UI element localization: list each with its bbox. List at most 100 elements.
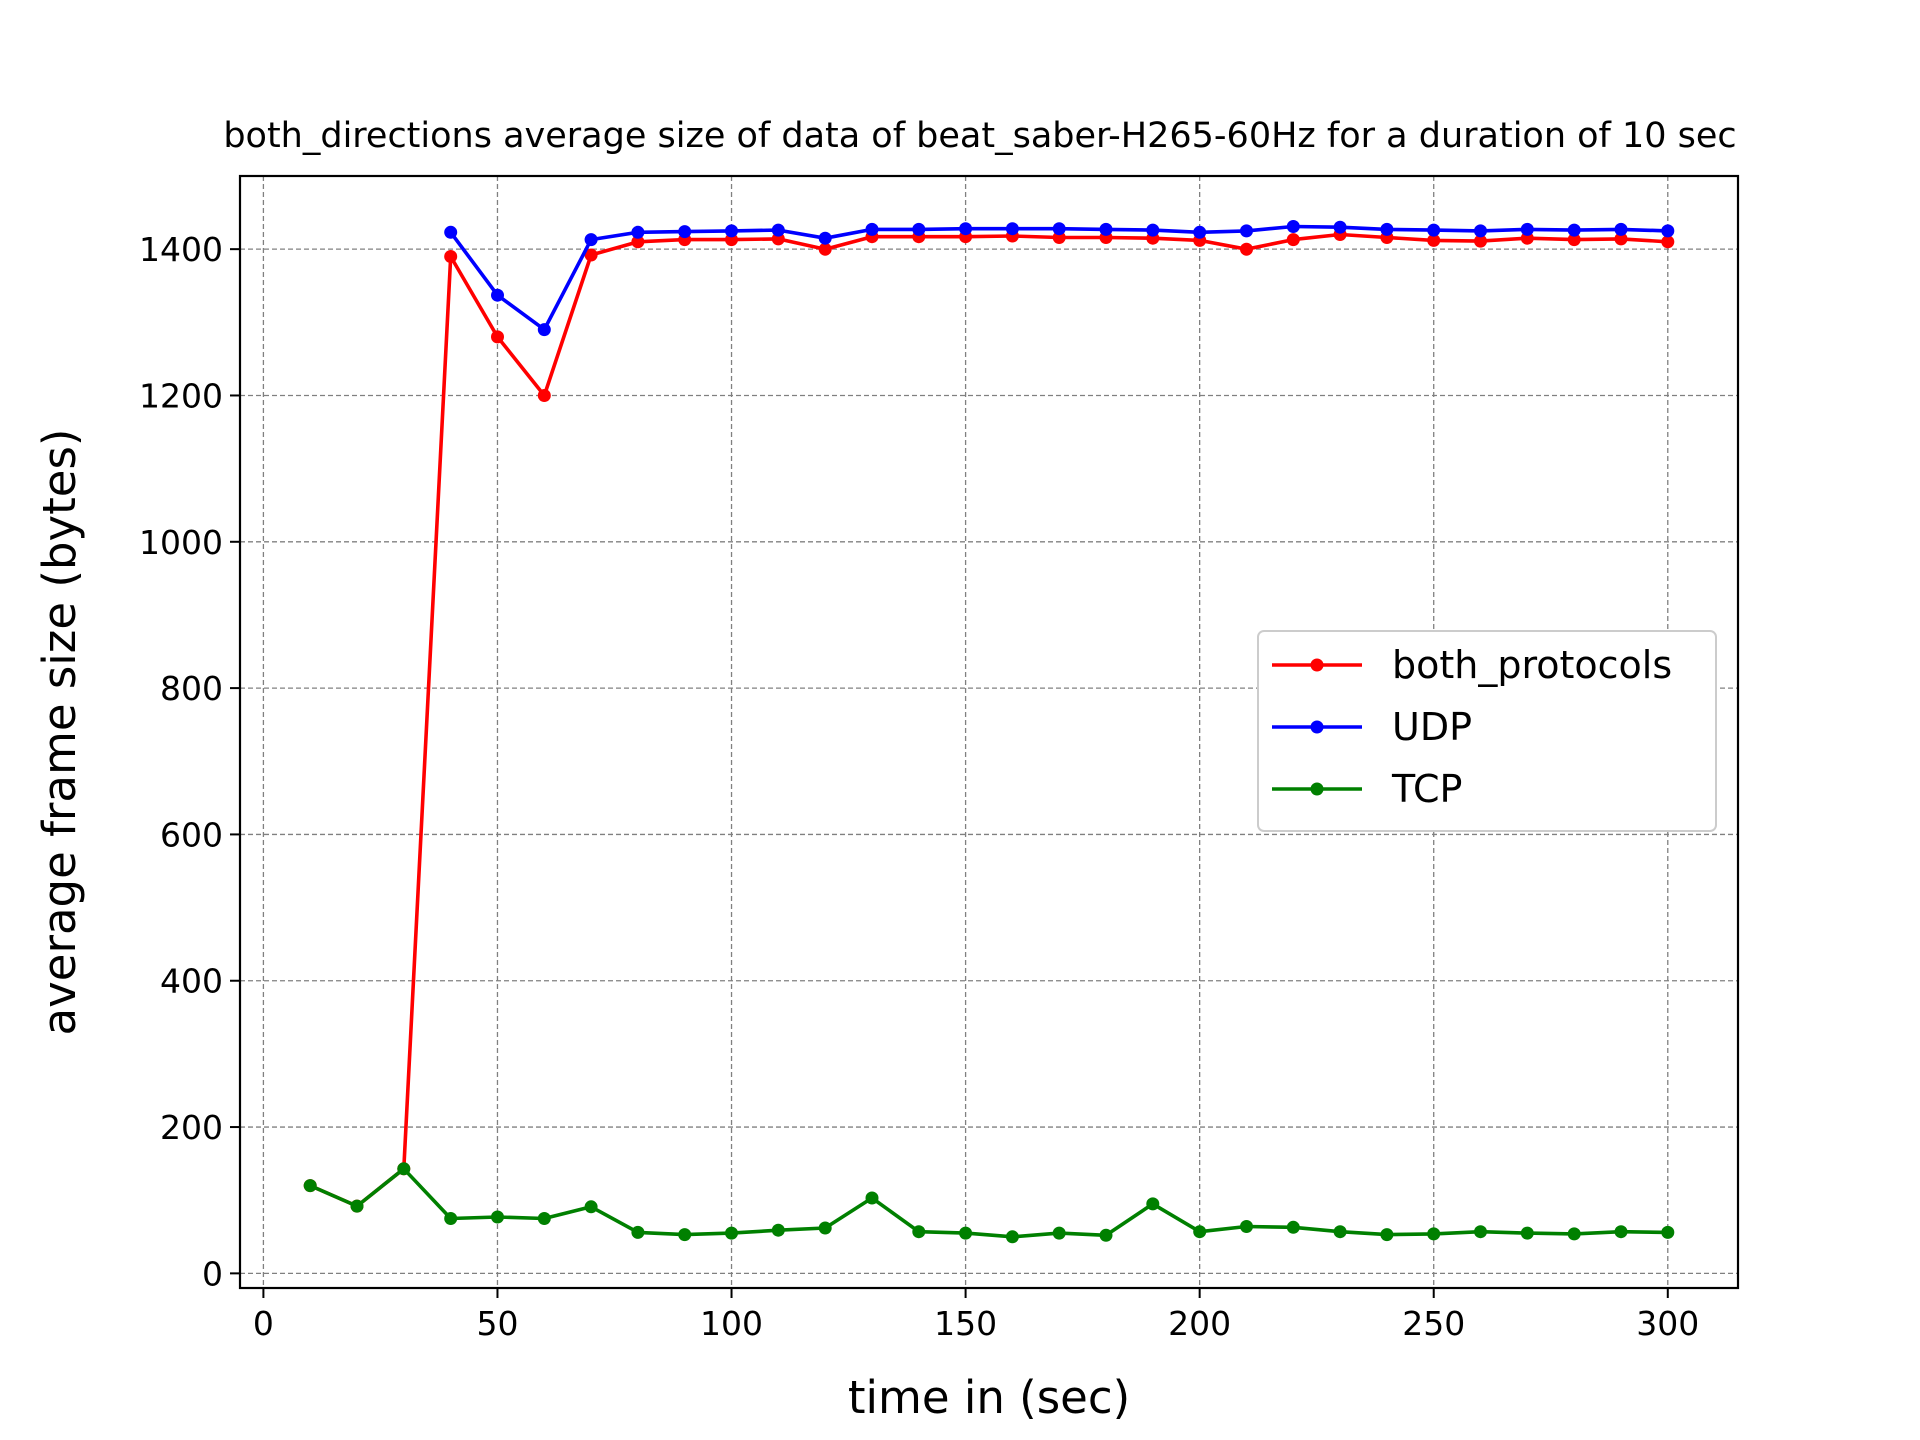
data-point-udp <box>1380 222 1394 236</box>
data-point-both-protocols <box>1286 233 1300 247</box>
legend-marker <box>1310 658 1324 672</box>
data-point-udp <box>818 231 832 245</box>
data-point-both-protocols <box>1614 232 1628 246</box>
data-point-udp <box>491 288 504 302</box>
y-tick-label: 1200 <box>139 376 223 415</box>
data-point-tcp <box>1380 1228 1394 1242</box>
x-tick-label: 50 <box>476 1304 518 1343</box>
legend-item-tcp: TCP <box>1272 767 1462 811</box>
data-point-udp <box>1661 224 1675 238</box>
data-point-tcp <box>1520 1226 1534 1240</box>
data-point-tcp <box>1661 1225 1675 1239</box>
legend-box <box>1257 630 1717 832</box>
data-point-tcp <box>1614 1225 1628 1239</box>
data-point-udp <box>678 225 692 239</box>
data-point-tcp <box>491 1210 504 1224</box>
data-point-udp <box>1052 222 1066 236</box>
data-point-udp <box>912 222 926 236</box>
chart-title: both_directions average size of data of … <box>223 116 1736 156</box>
data-point-tcp <box>818 1221 832 1235</box>
y-tick-label: 800 <box>160 669 223 708</box>
data-point-tcp <box>959 1226 973 1240</box>
data-point-udp <box>537 323 551 337</box>
data-point-tcp <box>537 1212 551 1225</box>
data-point-tcp <box>303 1179 317 1193</box>
legend: both_protocols UDP TCP <box>1257 630 1717 832</box>
data-point-udp <box>1099 222 1113 236</box>
data-point-udp <box>1614 222 1628 236</box>
data-point-tcp <box>912 1225 926 1239</box>
data-point-tcp <box>350 1199 364 1213</box>
data-point-both-protocols <box>1427 233 1441 247</box>
data-point-udp <box>631 225 645 239</box>
x-tick-label: 250 <box>1402 1304 1465 1343</box>
data-point-both-protocols <box>584 248 598 262</box>
series-tcp <box>303 1162 1675 1244</box>
data-point-tcp <box>1333 1225 1347 1239</box>
data-point-both-protocols <box>1240 242 1253 256</box>
data-point-tcp <box>678 1228 692 1242</box>
legend-items: both_protocols UDP TCP <box>1272 643 1672 811</box>
legend-label: TCP <box>1391 767 1462 811</box>
x-tick-label: 150 <box>934 1304 997 1343</box>
y-tick-label: 600 <box>160 815 223 854</box>
x-tick-label: 300 <box>1636 1304 1699 1343</box>
legend-marker <box>1310 782 1324 796</box>
data-point-both-protocols <box>818 242 832 256</box>
legend-marker <box>1310 720 1324 734</box>
data-point-udp <box>1005 222 1019 236</box>
axis-ticks: 0 50 100 150 200 250 300 0 200 400 600 800 1000 1200 1… <box>139 230 1699 1343</box>
legend-item-udp: UDP <box>1272 705 1472 749</box>
data-point-both-protocols <box>537 389 551 402</box>
data-point-udp <box>584 233 598 247</box>
data-point-both-protocols <box>1661 235 1675 249</box>
plot-frame <box>238 174 1740 1290</box>
y-tick-label: 0 <box>202 1254 223 1293</box>
series-line-tcp <box>309 1167 1668 1239</box>
data-point-tcp <box>444 1212 458 1225</box>
data-point-tcp <box>584 1200 598 1214</box>
y-tick-label: 1400 <box>139 230 223 269</box>
data-point-udp <box>1240 224 1253 238</box>
data-point-tcp <box>771 1223 785 1237</box>
data-point-both-protocols <box>1474 234 1487 248</box>
data-point-tcp <box>725 1226 738 1240</box>
data-point-tcp <box>865 1191 879 1205</box>
x-tick-label: 100 <box>700 1304 763 1343</box>
data-point-udp <box>1146 223 1160 237</box>
data-point-udp <box>1286 220 1300 233</box>
data-point-udp <box>1193 225 1207 239</box>
data-point-tcp <box>631 1225 645 1239</box>
data-point-udp <box>444 225 458 239</box>
data-point-tcp <box>1474 1225 1487 1239</box>
series-udp <box>444 220 1675 337</box>
data-point-udp <box>1333 220 1347 234</box>
data-point-tcp <box>1427 1227 1441 1241</box>
data-point-udp <box>725 224 738 238</box>
data-point-udp <box>1427 223 1441 237</box>
x-axis-title: time in (sec) <box>848 1371 1130 1424</box>
data-point-tcp <box>1052 1226 1066 1240</box>
data-point-udp <box>1520 222 1534 236</box>
x-tick-label: 200 <box>1168 1304 1231 1343</box>
legend-item-both-protocols: both_protocols <box>1272 643 1672 687</box>
data-point-tcp <box>1099 1228 1113 1242</box>
series-line-both-protocols <box>309 232 1668 1208</box>
data-point-tcp <box>1286 1220 1300 1234</box>
legend-label: both_protocols <box>1392 643 1672 687</box>
data-point-both-protocols <box>1567 233 1581 247</box>
data-point-udp <box>771 223 785 237</box>
data-point-both-protocols <box>631 235 645 249</box>
plot-series <box>303 220 1675 1244</box>
y-tick-label: 1000 <box>139 523 223 562</box>
data-point-udp <box>959 222 973 236</box>
y-axis-title: average frame size (bytes) <box>33 429 86 1036</box>
legend-label: UDP <box>1392 705 1472 749</box>
data-point-tcp <box>397 1162 411 1176</box>
data-point-tcp <box>1193 1225 1207 1239</box>
y-tick-label: 200 <box>160 1108 223 1147</box>
data-point-udp <box>1474 224 1487 238</box>
data-point-tcp <box>1240 1220 1253 1233</box>
data-point-both-protocols <box>444 250 458 263</box>
